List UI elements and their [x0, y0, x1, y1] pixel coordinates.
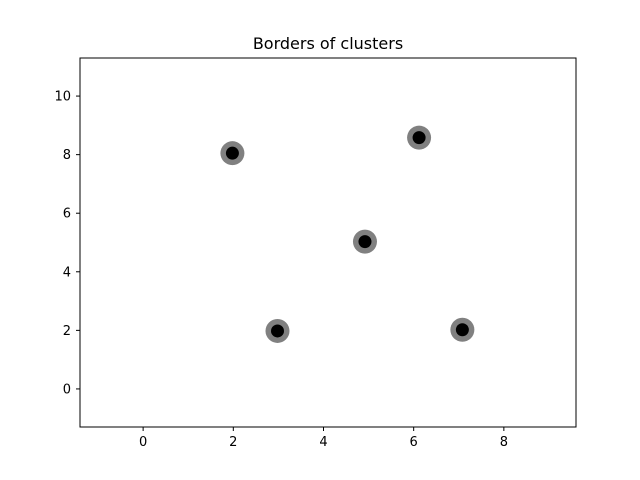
cluster-center-marker [412, 131, 426, 145]
cluster-center-marker [358, 235, 372, 249]
y-tick-label: 8 [63, 148, 71, 163]
chart-title: Borders of clusters [253, 34, 403, 53]
y-tick-label: 4 [63, 265, 71, 280]
cluster-point [265, 318, 290, 343]
cluster-point [407, 125, 432, 150]
cluster-center-marker [270, 324, 284, 338]
x-tick-label: 8 [500, 435, 508, 450]
y-tick-label: 2 [63, 324, 71, 339]
y-tick-label: 10 [54, 90, 71, 105]
cluster-point [352, 229, 377, 254]
x-tick-label: 2 [229, 435, 237, 450]
axis-ticks: 0 2 4 6 8 0 2 4 6 8 10 [54, 90, 508, 450]
x-tick-label: 0 [139, 435, 147, 450]
x-tick-label: 6 [410, 435, 418, 450]
y-tick-label: 6 [63, 207, 71, 222]
plot-area-frame [79, 57, 577, 428]
cluster-center-marker [455, 323, 469, 337]
x-tick-label: 4 [319, 435, 327, 450]
cluster-point [220, 141, 245, 166]
data-points [220, 125, 475, 343]
y-tick-label: 0 [63, 382, 71, 397]
cluster-point [450, 317, 475, 342]
cluster-center-marker [225, 146, 239, 160]
